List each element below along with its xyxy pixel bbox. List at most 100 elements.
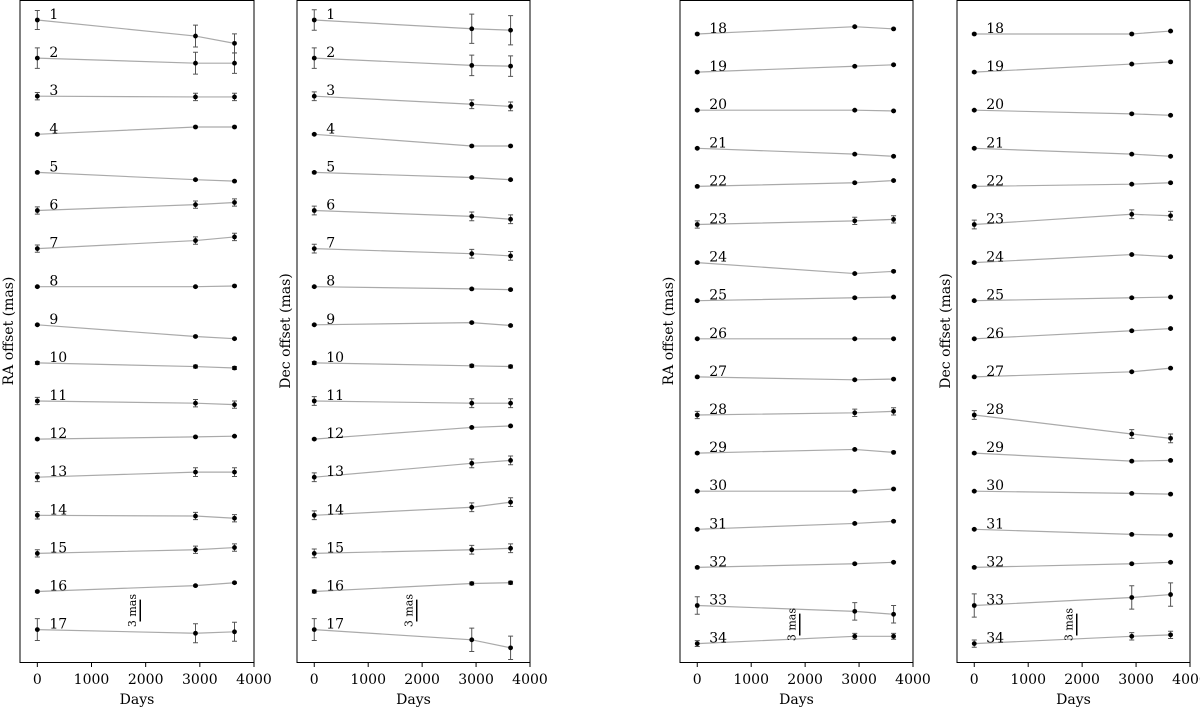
- data-point: [311, 360, 317, 366]
- data-point: [891, 408, 896, 414]
- data-point: [891, 486, 896, 492]
- data-point: [193, 94, 198, 100]
- data-point: [1168, 435, 1173, 441]
- fit-line: [314, 95, 511, 108]
- data-point: [1129, 252, 1135, 257]
- data-point: [193, 177, 198, 183]
- data-point: [311, 589, 317, 594]
- data-point: [508, 545, 513, 551]
- star-label: 7: [326, 236, 335, 252]
- data-point: [469, 143, 475, 149]
- data-point: [311, 246, 317, 252]
- data-point: [311, 170, 317, 175]
- data-point: [971, 145, 977, 151]
- data-point: [34, 284, 40, 290]
- data-point: [311, 627, 317, 632]
- fit-line: [314, 19, 511, 31]
- data-point: [193, 33, 198, 39]
- star-label: 17: [49, 617, 67, 633]
- data-point: [193, 583, 198, 589]
- data-point: [852, 377, 858, 383]
- data-point: [469, 581, 475, 586]
- data-point: [34, 17, 40, 23]
- x-tick-label: 0: [310, 672, 319, 688]
- data-point: [508, 458, 513, 463]
- data-point: [694, 450, 700, 456]
- y-axis-label: Dec offset (mas): [938, 273, 954, 388]
- star-label: 16: [49, 579, 67, 595]
- data-point: [311, 398, 317, 404]
- plot-frame: [679, 0, 914, 663]
- scale-bar-label: 3 mas: [786, 608, 799, 641]
- data-point: [232, 60, 237, 66]
- data-point: [891, 216, 896, 222]
- data-point: [232, 580, 237, 586]
- data-point: [193, 60, 198, 66]
- star-label: 14: [326, 502, 344, 518]
- data-point: [311, 93, 317, 99]
- fit-line: [37, 126, 235, 135]
- x-tick-label: 3000: [182, 672, 218, 688]
- data-point: [852, 63, 858, 69]
- star-label: 15: [326, 540, 344, 556]
- x-tick-label: 2000: [1064, 672, 1100, 688]
- data-point: [852, 218, 858, 224]
- star-label: 5: [49, 159, 58, 175]
- data-point: [34, 474, 40, 480]
- data-point: [232, 283, 237, 289]
- star-label: 21: [709, 135, 727, 151]
- data-point: [232, 515, 237, 521]
- x-tick-label: 4000: [895, 672, 931, 688]
- star-label: 1: [326, 7, 335, 23]
- fit-line: [314, 209, 511, 220]
- data-point: [1168, 254, 1173, 260]
- data-point: [232, 629, 237, 635]
- data-point: [694, 31, 700, 37]
- data-point: [852, 561, 858, 567]
- data-point: [971, 526, 977, 532]
- data-point: [508, 143, 513, 149]
- data-point: [891, 559, 896, 565]
- star-label: 30: [709, 478, 727, 494]
- data-point: [1129, 633, 1135, 639]
- data-point: [1168, 532, 1173, 538]
- data-point: [508, 27, 513, 33]
- data-point: [1129, 111, 1135, 117]
- star-label: 10: [49, 350, 67, 366]
- data-point: [1129, 458, 1135, 464]
- data-point: [1168, 491, 1173, 497]
- x-tick-label: 0: [693, 672, 702, 688]
- data-point: [891, 376, 896, 382]
- data-point: [34, 93, 40, 99]
- star-label: 31: [709, 516, 727, 532]
- plot-frame: [19, 0, 255, 663]
- star-label: 4: [326, 121, 335, 137]
- data-point: [193, 364, 198, 369]
- data-point: [1129, 31, 1135, 37]
- scale-bar-label: 3 mas: [403, 594, 416, 627]
- fit-line: [314, 248, 511, 257]
- data-point: [469, 504, 475, 510]
- fit-line: [37, 324, 235, 340]
- data-point: [1129, 532, 1135, 537]
- data-point: [1168, 559, 1173, 565]
- fit-line: [974, 414, 1171, 439]
- data-point: [694, 641, 700, 646]
- data-point: [694, 69, 700, 75]
- star-label: 25: [986, 288, 1004, 304]
- data-point: [1168, 213, 1173, 219]
- data-point: [232, 124, 237, 130]
- x-tick-label: 1000: [74, 672, 110, 688]
- data-point: [232, 94, 237, 100]
- data-point: [1168, 153, 1173, 159]
- data-point: [34, 322, 40, 328]
- star-label: 32: [709, 554, 727, 570]
- star-label: 27: [709, 364, 727, 380]
- data-point: [232, 545, 237, 550]
- x-tick-label: 0: [33, 672, 42, 688]
- star-label: 33: [986, 593, 1004, 609]
- star-label: 34: [986, 631, 1004, 647]
- data-point: [469, 460, 475, 466]
- fit-line: [37, 236, 235, 250]
- data-point: [971, 31, 977, 37]
